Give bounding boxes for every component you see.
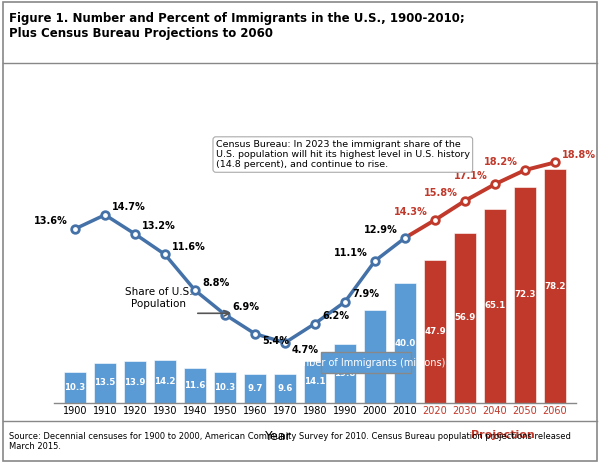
- Text: 9.6: 9.6: [277, 384, 293, 393]
- Text: 5.4%: 5.4%: [262, 336, 289, 346]
- Text: 13.6%: 13.6%: [34, 216, 68, 226]
- Text: 11.6: 11.6: [184, 381, 206, 390]
- Text: 18.2%: 18.2%: [484, 157, 518, 167]
- Bar: [94, 363, 116, 403]
- Point: [250, 330, 260, 338]
- Text: Number of Immigrants (millions): Number of Immigrants (millions): [286, 357, 446, 368]
- Text: 10.3: 10.3: [214, 383, 236, 392]
- Text: 7.9%: 7.9%: [352, 289, 379, 299]
- Text: 31.1: 31.1: [364, 352, 386, 361]
- Text: 14.3%: 14.3%: [394, 207, 428, 217]
- FancyBboxPatch shape: [321, 352, 411, 373]
- Text: 78.2: 78.2: [544, 282, 566, 291]
- Text: 56.9: 56.9: [454, 313, 476, 322]
- Text: 40.0: 40.0: [394, 338, 416, 348]
- Text: 14.2: 14.2: [154, 377, 176, 386]
- Bar: [544, 169, 566, 403]
- Point: [130, 230, 140, 238]
- Bar: [424, 260, 446, 403]
- Bar: [244, 374, 266, 403]
- Text: Census Bureau: In 2023 the immigrant share of the
U.S. population will hit its h: Census Bureau: In 2023 the immigrant sha…: [216, 140, 470, 169]
- Text: 15.8%: 15.8%: [424, 188, 458, 198]
- Text: 6.2%: 6.2%: [322, 311, 349, 321]
- Point: [550, 159, 560, 166]
- Text: 12.9%: 12.9%: [364, 225, 398, 235]
- Point: [400, 234, 410, 242]
- Point: [310, 320, 320, 327]
- Text: Projection: Projection: [471, 430, 535, 440]
- Bar: [274, 374, 296, 403]
- Bar: [154, 360, 176, 403]
- Point: [460, 197, 470, 205]
- Text: 72.3: 72.3: [514, 290, 536, 300]
- Point: [280, 339, 290, 346]
- Text: 14.1: 14.1: [304, 377, 326, 386]
- Bar: [394, 283, 416, 403]
- Point: [190, 287, 200, 294]
- Point: [520, 166, 530, 174]
- Text: Year: Year: [265, 430, 292, 443]
- Point: [340, 298, 350, 306]
- Bar: [304, 361, 326, 403]
- Point: [70, 225, 80, 232]
- Point: [490, 181, 500, 188]
- Text: 6.9%: 6.9%: [232, 302, 259, 312]
- Text: 47.9: 47.9: [424, 327, 446, 336]
- Point: [220, 311, 230, 318]
- Text: 14.7%: 14.7%: [112, 202, 146, 212]
- Bar: [124, 361, 146, 403]
- Bar: [364, 310, 386, 403]
- Point: [370, 257, 380, 264]
- Point: [430, 216, 440, 224]
- Text: Source: Decennial censuses for 1900 to 2000, American Community Survey for 2010.: Source: Decennial censuses for 1900 to 2…: [9, 432, 571, 451]
- Text: 8.8%: 8.8%: [202, 277, 229, 288]
- Text: 17.1%: 17.1%: [454, 171, 488, 181]
- Text: 18.8%: 18.8%: [562, 150, 596, 160]
- Text: 9.7: 9.7: [247, 384, 263, 393]
- Point: [160, 251, 170, 258]
- Bar: [514, 187, 536, 403]
- Bar: [334, 344, 356, 403]
- Text: 11.1%: 11.1%: [334, 248, 368, 258]
- Text: 10.3: 10.3: [64, 383, 86, 392]
- Text: 11.6%: 11.6%: [172, 242, 206, 252]
- Text: 13.2%: 13.2%: [142, 221, 176, 231]
- Text: 19.8: 19.8: [334, 369, 356, 378]
- Text: Share of U.S.
Population: Share of U.S. Population: [125, 287, 193, 309]
- Bar: [214, 372, 236, 403]
- Text: 13.9: 13.9: [124, 377, 146, 387]
- Bar: [454, 233, 476, 403]
- Text: Figure 1. Number and Percent of Immigrants in the U.S., 1900-2010;
Plus Census B: Figure 1. Number and Percent of Immigran…: [9, 12, 465, 39]
- Text: 4.7%: 4.7%: [292, 345, 319, 355]
- Bar: [184, 368, 206, 403]
- Bar: [64, 372, 86, 403]
- Text: 13.5: 13.5: [94, 378, 116, 387]
- Bar: [484, 208, 506, 403]
- Point: [100, 211, 110, 219]
- Text: 65.1: 65.1: [484, 301, 506, 310]
